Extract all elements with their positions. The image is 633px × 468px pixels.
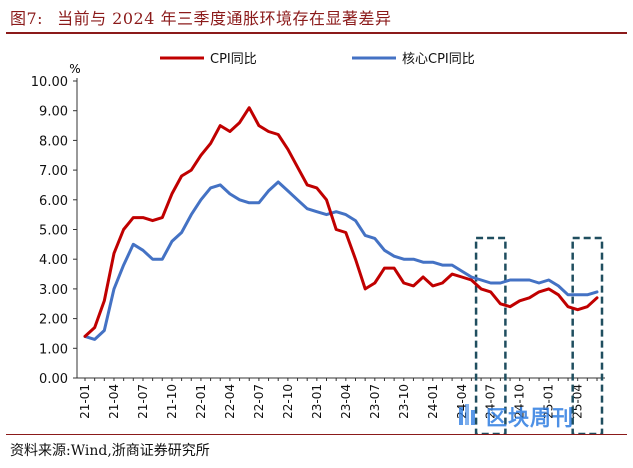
source-divider — [6, 434, 627, 435]
x-tick-label: 22-01 — [194, 384, 208, 419]
y-axis: 0.00 1.00 2.00 3.00 4.00 5.00 6.00 7.00 8.00 9.00… — [31, 75, 78, 387]
y-tick-label: 10.00 — [31, 75, 68, 90]
x-tick-label: 21-07 — [136, 384, 150, 419]
watermark-logo-icon — [459, 404, 475, 425]
highlight-box — [571, 236, 604, 434]
x-tick-label: 23-01 — [310, 384, 324, 419]
y-tick-label: 0.00 — [39, 372, 68, 387]
cpi-line-chart: 0.00 1.00 2.00 3.00 4.00 5.00 6.00 7.00 8.00 9.00… — [31, 52, 605, 434]
figure-title-bar: 图7: 当前与 2024 年三季度通胀环境存在显著差异 — [0, 0, 633, 34]
legend-label-cpi: CPI同比 — [210, 52, 257, 67]
x-tick-label: 23-10 — [397, 384, 411, 419]
figure-number: 图7: — [10, 9, 44, 28]
figure-title: 图7: 当前与 2024 年三季度通胀环境存在显著差异 — [10, 5, 391, 29]
highlight-boxes — [474, 236, 604, 434]
x-tick-label: 25-01 — [542, 384, 556, 419]
title-divider — [6, 32, 627, 34]
x-tick-label: 23-07 — [368, 384, 382, 419]
x-tick-label: 24-10 — [513, 384, 527, 419]
y-tick-label: 4.00 — [39, 253, 68, 268]
x-tick-label: 24-01 — [426, 384, 440, 419]
x-tick-label: 21-04 — [107, 384, 121, 419]
y-tick-label: 9.00 — [39, 105, 68, 120]
legend: CPI同比 核心CPI同比 — [160, 52, 475, 67]
y-tick-label: 6.00 — [39, 194, 68, 209]
x-tick-label: 21-10 — [165, 384, 179, 419]
y-tick-label: 1.00 — [39, 342, 68, 357]
x-tick-label: 25-04 — [571, 384, 585, 419]
y-tick-label: 3.00 — [39, 283, 68, 298]
series-lines — [83, 106, 599, 341]
source-note: 资料来源:Wind,浙商证券研究所 — [10, 443, 210, 459]
y-tick-label: 7.00 — [39, 164, 68, 179]
x-tick-label: 22-04 — [223, 384, 237, 419]
highlight-box — [474, 236, 507, 434]
legend-label-core-cpi: 核心CPI同比 — [402, 52, 475, 67]
x-tick-label: 22-10 — [281, 384, 295, 419]
watermark: 区块周刊 — [456, 400, 628, 432]
x-tick-label: 21-01 — [78, 384, 92, 419]
y-tick-label: 8.00 — [39, 134, 68, 149]
y-tick-label: 5.00 — [39, 224, 68, 239]
figure-title-text: 当前与 2024 年三季度通胀环境存在显著差异 — [57, 9, 392, 28]
x-axis: 21-01 21-04 21-07 21-10 22-01 22-04 22-07 22-10… — [77, 377, 605, 419]
core-cpi-series-line — [83, 180, 599, 341]
x-tick-label: 22-07 — [252, 384, 266, 419]
y-axis-unit-label: % — [69, 62, 80, 76]
x-tick-label: 23-04 — [339, 384, 353, 419]
watermark-text: 区块周刊 — [486, 406, 574, 430]
x-tick-label: 24-07 — [484, 384, 498, 419]
cpi-series-line — [83, 106, 599, 338]
y-tick-label: 2.00 — [39, 313, 68, 328]
